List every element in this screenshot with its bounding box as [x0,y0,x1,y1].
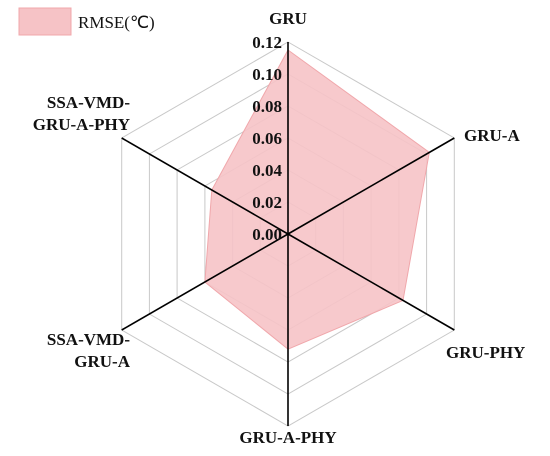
axis-layer [121,42,455,426]
tick-label-1: 0.02 [252,193,282,212]
axis-label-0: GRU [269,9,307,28]
tick-label-4: 0.08 [252,97,282,116]
tick-label-5: 0.10 [252,65,282,84]
tick-label-3: 0.06 [252,129,282,148]
axis-spoke-1 [287,137,455,235]
axis-spoke-4 [121,233,289,331]
legend-swatch [18,7,72,36]
legend-label: RMSE(℃) [78,13,155,32]
axis-label-3: GRU-A-PHY [239,428,336,447]
tick-label-6: 0.12 [252,33,282,52]
axis-label-2: GRU-PHY [446,343,525,362]
axis-spoke-5 [121,137,289,235]
series-area-0 [204,49,430,350]
axis-spoke-2 [287,233,455,331]
axis-label-4: SSA-VMD-GRU-A [47,330,131,371]
tick-label-2: 0.04 [252,161,282,180]
legend: RMSE(℃) [18,7,155,36]
tick-label-0: 0.00 [252,225,282,244]
tick-labels: 0.00 0.02 0.04 0.06 0.08 0.10 0.12 [252,33,282,244]
axis-label-5: SSA-VMD-GRU-A-PHY [33,93,131,134]
axis-label-1: GRU-A [464,126,520,145]
axis-labels: GRU GRU-A GRU-PHY GRU-A-PHY SSA-VMD-GRU-A SSA… [33,9,526,447]
series-layer [204,49,430,350]
